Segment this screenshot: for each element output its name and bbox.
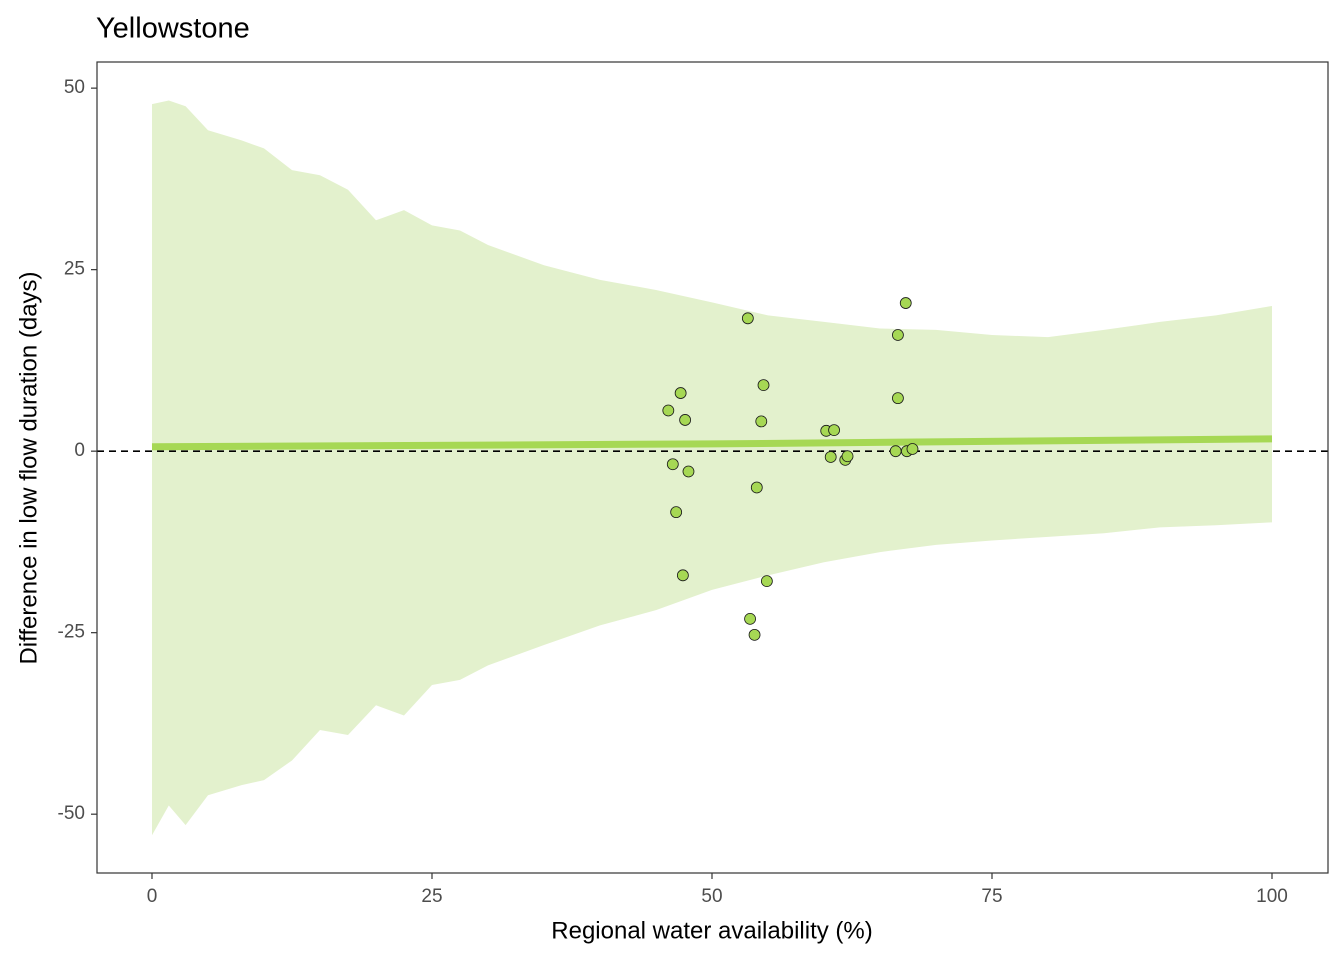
chart-title: Yellowstone	[96, 13, 250, 45]
x-tick-label: 75	[981, 886, 1002, 907]
x-tick-label: 0	[147, 886, 158, 907]
point	[748, 628, 761, 641]
point	[828, 424, 840, 437]
point	[666, 458, 679, 471]
point	[682, 465, 695, 478]
point	[750, 481, 763, 494]
point	[892, 392, 904, 405]
point	[755, 415, 768, 428]
x-axis-title: Regional water availability (%)	[551, 917, 872, 944]
point	[824, 451, 837, 463]
point	[679, 414, 692, 426]
point	[741, 312, 754, 325]
point	[670, 506, 683, 519]
confidence-band	[151, 100, 1272, 836]
point	[757, 379, 770, 391]
point	[676, 569, 689, 582]
point	[892, 329, 904, 341]
point	[662, 404, 675, 417]
y-axis-title: Difference in low flow duration (days)	[15, 271, 42, 664]
point	[906, 443, 919, 455]
x-tick-label: 50	[701, 886, 722, 907]
point	[674, 387, 687, 399]
point	[841, 450, 854, 463]
x-tick-label: 25	[421, 886, 442, 907]
point	[889, 445, 902, 458]
y-tick-label: -25	[58, 622, 85, 643]
y-tick-label: 50	[64, 77, 85, 98]
point	[760, 575, 773, 588]
fit-line	[151, 435, 1273, 451]
y-tick-label: -50	[58, 803, 85, 824]
point	[899, 297, 912, 309]
x-tick-label: 100	[1256, 886, 1288, 907]
y-tick-label: 0	[74, 440, 85, 461]
y-tick-label: 25	[64, 259, 85, 280]
point	[744, 612, 756, 625]
